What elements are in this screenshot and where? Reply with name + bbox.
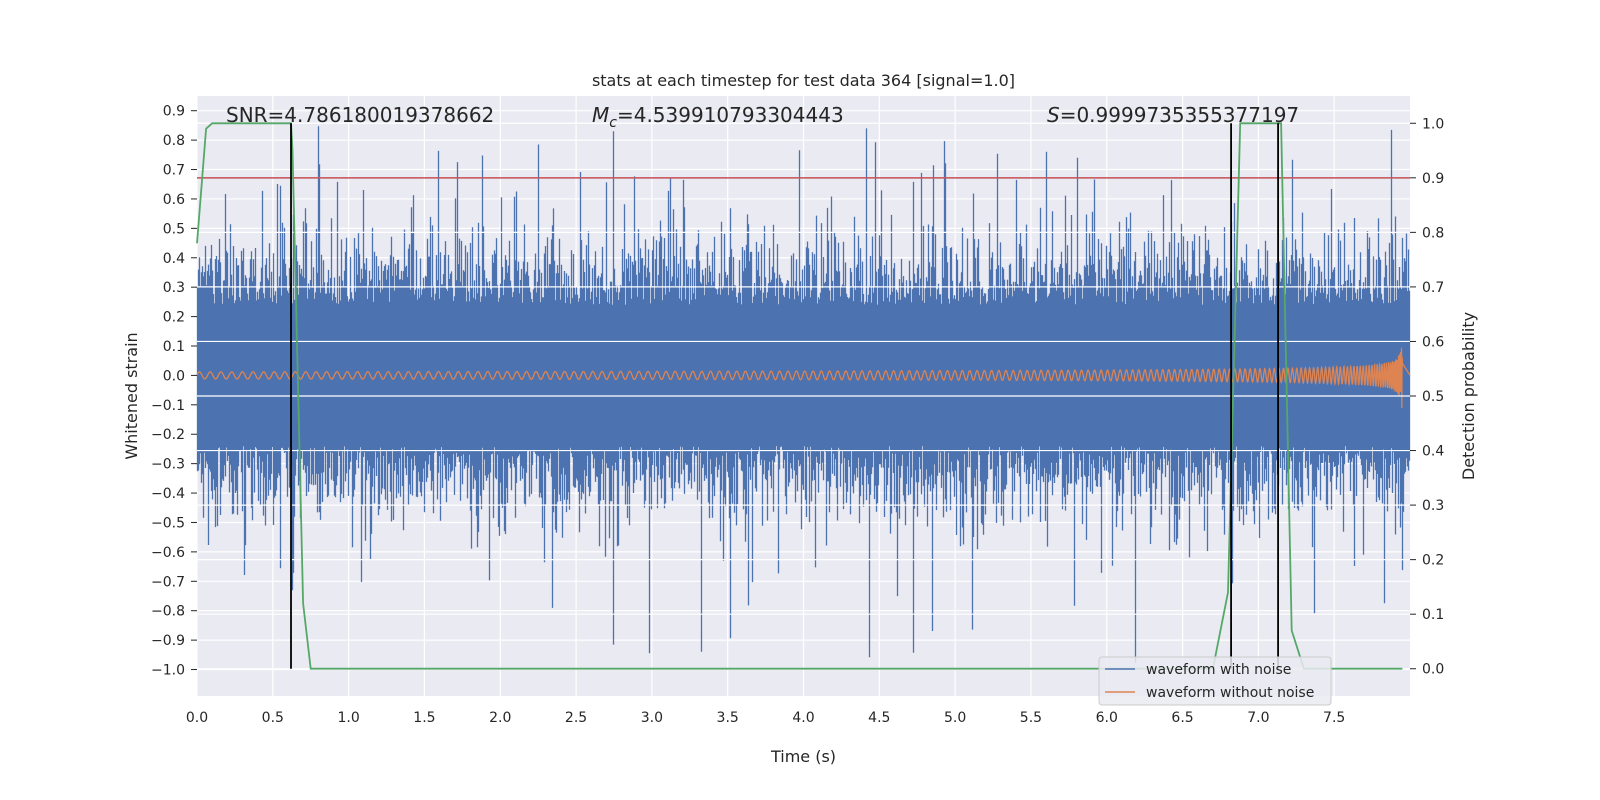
chart-title: stats at each timestep for test data 364… bbox=[592, 71, 1015, 90]
y-tick-label: 0.0 bbox=[163, 368, 185, 384]
x-tick-label: 6.0 bbox=[1096, 710, 1118, 726]
x-tick-label: 0.5 bbox=[262, 710, 284, 726]
noise-trace bbox=[196, 126, 1411, 663]
chirp-mass-value: =4.539910793304443 bbox=[617, 103, 844, 127]
y2-tick-label: 0.9 bbox=[1422, 171, 1444, 187]
snr-annotation: SNR=4.786180019378662 bbox=[226, 103, 494, 127]
y2-tick-label: 1.0 bbox=[1422, 116, 1444, 132]
y-tick-label: −1.0 bbox=[151, 663, 185, 679]
y-tick-label: −0.9 bbox=[151, 633, 185, 649]
legend-box bbox=[1098, 656, 1332, 706]
x-tick-label: 7.5 bbox=[1323, 710, 1345, 726]
x-tick-label: 4.0 bbox=[792, 710, 814, 726]
chirp-mass-subscript: c bbox=[609, 115, 617, 131]
score-annotation: S=0.9999735355377197 bbox=[1047, 103, 1299, 127]
legend-entry-clean: waveform without noise bbox=[1146, 685, 1314, 701]
y2-tick-label: 0.6 bbox=[1422, 334, 1444, 350]
score-symbol: S bbox=[1047, 103, 1060, 127]
x-tick-label: 0.0 bbox=[186, 710, 208, 726]
y-tick-label: 0.4 bbox=[163, 251, 185, 267]
series-waveform-with-noise bbox=[196, 126, 1411, 663]
y-tick-label: 0.9 bbox=[163, 104, 185, 120]
y2-tick-label: 0.1 bbox=[1422, 607, 1444, 623]
y-tick-label: 0.8 bbox=[163, 133, 185, 149]
x-tick-label: 1.5 bbox=[413, 710, 435, 726]
chirp-mass-annotation: Mc=4.539910793304443 bbox=[592, 103, 844, 131]
y-tick-label: −0.7 bbox=[151, 574, 185, 590]
y2-tick-label: 0.8 bbox=[1422, 225, 1444, 241]
y-tick-label: −0.5 bbox=[151, 515, 185, 531]
y-tick-label: −0.8 bbox=[151, 604, 185, 620]
y2-tick-label: 0.5 bbox=[1422, 389, 1444, 405]
x-tick-label: 4.5 bbox=[868, 710, 890, 726]
x-tick-label: 7.0 bbox=[1247, 710, 1269, 726]
x-tick-label: 6.5 bbox=[1171, 710, 1193, 726]
y-axis-label: Whitened strain bbox=[122, 332, 141, 459]
x-tick-label: 2.0 bbox=[489, 710, 511, 726]
y-tick-label: 0.7 bbox=[163, 163, 185, 179]
y2-axis-label: Detection probability bbox=[1459, 312, 1478, 480]
y-tick-label: 0.2 bbox=[163, 310, 185, 326]
x-tick-label: 3.5 bbox=[717, 710, 739, 726]
x-tick-label: 2.5 bbox=[565, 710, 587, 726]
y-tick-label: −0.6 bbox=[151, 545, 185, 561]
x-tick-label: 5.5 bbox=[1020, 710, 1042, 726]
y-tick-label: 0.3 bbox=[163, 280, 185, 296]
y2-tick-label: 0.0 bbox=[1422, 662, 1444, 678]
y2-tick-label: 0.3 bbox=[1422, 498, 1444, 514]
y-tick-label: −0.2 bbox=[151, 427, 185, 443]
y-tick-label: −0.4 bbox=[151, 486, 185, 502]
y2-tick-label: 0.4 bbox=[1422, 444, 1444, 460]
y-tick-label: −0.3 bbox=[151, 457, 185, 473]
y-tick-label: 0.1 bbox=[163, 339, 185, 355]
x-tick-label: 3.0 bbox=[641, 710, 663, 726]
clean-trace bbox=[196, 347, 1411, 409]
legend: waveform with noise waveform without noi… bbox=[1098, 656, 1332, 706]
x-tick-label: 1.0 bbox=[337, 710, 359, 726]
ticks: 0.0 0.5 1.0 1.5 2.0 2.5 3.0 3.5 4.0 4.5 5.0 5.5 6.0 6… bbox=[151, 104, 1444, 726]
y-tick-label: −0.1 bbox=[151, 398, 185, 414]
score-value: =0.9999735355377197 bbox=[1060, 103, 1299, 127]
y2-tick-label: 0.2 bbox=[1422, 553, 1444, 569]
x-axis-label: Time (s) bbox=[770, 747, 836, 766]
series-waveform-without-noise bbox=[196, 347, 1411, 409]
y2-tick-label: 0.7 bbox=[1422, 280, 1444, 296]
x-tick-label: 5.0 bbox=[944, 710, 966, 726]
y-tick-label: 0.6 bbox=[163, 192, 185, 208]
y-tick-label: 0.5 bbox=[163, 221, 185, 237]
detection-markers bbox=[290, 123, 1279, 669]
chirp-mass-symbol: M bbox=[592, 103, 609, 127]
legend-entry-noise: waveform with noise bbox=[1146, 662, 1291, 678]
